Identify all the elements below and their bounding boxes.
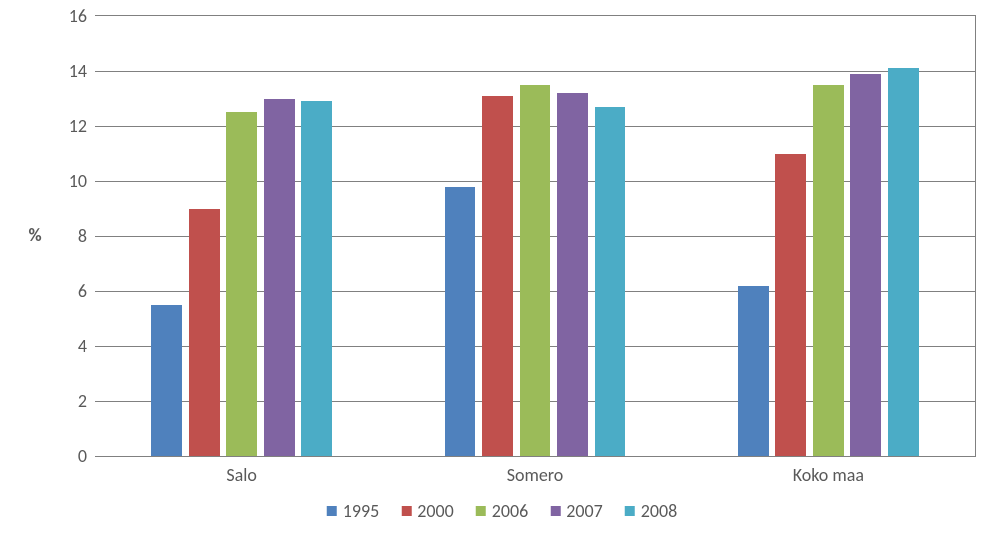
legend-swatch [476,506,486,516]
bar [595,107,626,456]
y-tick-label: 16 [69,5,95,27]
legend-item: 2006 [476,500,529,522]
bar [301,101,332,456]
legend-item: 2008 [625,500,678,522]
bar [557,93,588,456]
bar [813,85,844,456]
y-tick-label: 10 [69,170,95,192]
legend-swatch [550,506,560,516]
legend-label: 2008 [641,500,678,522]
plot-area: 0246810121416SaloSomeroKoko maa [95,15,976,457]
y-tick-label: 6 [78,280,95,302]
bar [738,286,769,457]
legend-label: 1995 [343,500,380,522]
bar [850,74,881,456]
y-tick-label: 2 [78,390,95,412]
bar [264,99,295,457]
bar [445,187,476,457]
bar [151,305,182,456]
legend-label: 2007 [566,500,603,522]
legend-swatch [327,506,337,516]
y-tick-label: 8 [78,225,95,247]
x-tick-label: Somero [507,456,564,486]
y-tick-label: 14 [69,60,95,82]
legend-item: 2007 [550,500,603,522]
y-tick-label: 0 [78,445,95,467]
gridline [95,71,975,72]
legend: 1995 2000 2006 2007 2008 [327,500,678,522]
legend-swatch [401,506,411,516]
bar [482,96,513,456]
legend-swatch [625,506,635,516]
y-axis-title: % [28,224,41,246]
y-tick-label: 4 [78,335,95,357]
bar [189,209,220,457]
x-tick-label: Koko maa [793,456,864,486]
legend-item: 2000 [401,500,454,522]
bar [888,68,919,456]
bar [226,112,257,456]
chart-container: 0246810121416SaloSomeroKoko maa % 199520… [0,0,1004,537]
x-tick-label: Salo [226,456,257,486]
bar [520,85,551,456]
bar [775,154,806,457]
legend-label: 2000 [417,500,454,522]
y-tick-label: 12 [69,115,95,137]
legend-item: 1995 [327,500,380,522]
legend-label: 2006 [492,500,529,522]
